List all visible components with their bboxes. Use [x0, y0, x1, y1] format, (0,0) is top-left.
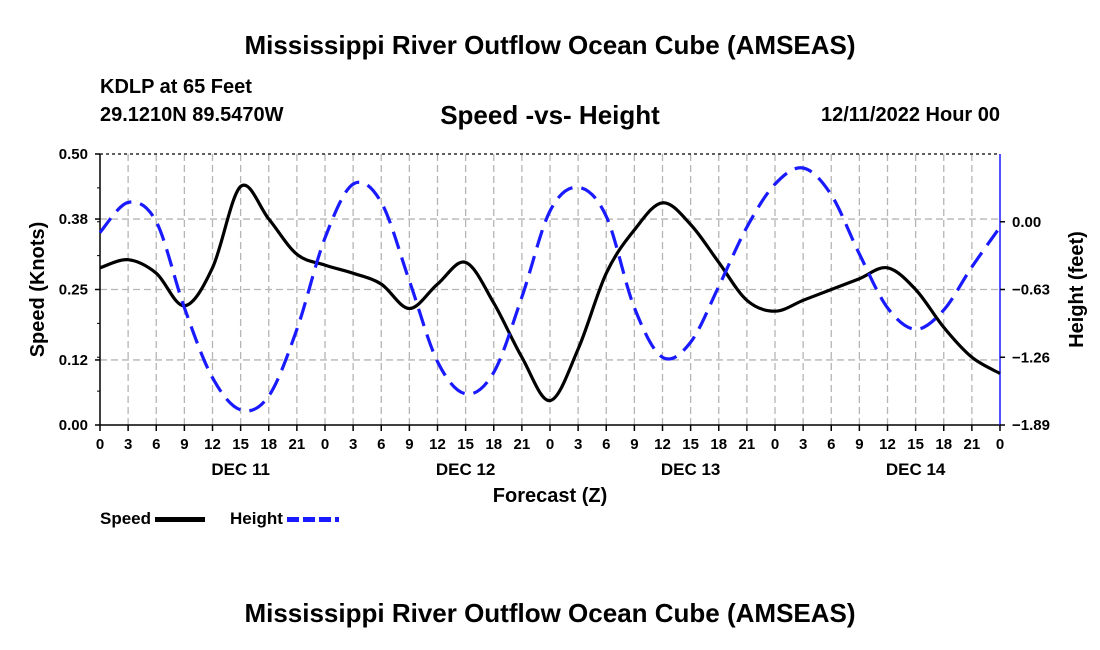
x-axis-tick-label: 15	[907, 436, 924, 453]
x-axis-tick-label: 12	[879, 436, 896, 453]
x-axis-tick-label: 21	[289, 436, 306, 453]
x-axis-day-label: DEC 13	[661, 460, 721, 479]
right-axis-tick-label: −0.63	[1012, 282, 1050, 299]
left-axis-tick-label: 0.25	[59, 282, 88, 299]
x-axis-tick-label: 15	[232, 436, 249, 453]
legend-speed-label: Speed	[100, 509, 152, 528]
legend-height-swatch	[286, 516, 339, 522]
x-axis-tick-label: 18	[710, 436, 727, 453]
x-axis-tick-label: 12	[654, 436, 671, 453]
station-label: KDLP at 65 Feet	[100, 76, 252, 98]
x-axis-tick-label: 0	[96, 436, 104, 453]
height-series-line	[98, 166, 1002, 413]
x-axis-day-label: DEC 14	[886, 460, 946, 479]
x-axis-tick-label: 3	[349, 436, 357, 453]
speed-series-line	[99, 183, 1001, 403]
legend-height: Height	[230, 509, 339, 529]
x-axis-tick-label: 9	[855, 436, 863, 453]
x-axis-tick-label: 12	[429, 436, 446, 453]
x-axis-day-label: DEC 12	[436, 460, 496, 479]
x-axis-tick-label: 18	[935, 436, 952, 453]
x-axis-tick-label: 3	[574, 436, 582, 453]
footer-title: Mississippi River Outflow Ocean Cube (AM…	[244, 598, 856, 628]
page-title: Mississippi River Outflow Ocean Cube (AM…	[244, 30, 856, 60]
x-axis-tick-label: 0	[996, 436, 1004, 453]
y-axis-title-right: Height (feet)	[1066, 231, 1088, 348]
coordinates-label: 29.1210N 89.5470W	[100, 104, 284, 126]
x-axis-tick-label: 6	[377, 436, 385, 453]
left-axis-tick-label: 0.12	[59, 352, 88, 369]
left-axis-tick-label: 0.50	[59, 146, 88, 163]
right-axis-tick-label: −1.89	[1012, 417, 1050, 434]
x-axis-tick-label: 12	[204, 436, 221, 453]
x-axis-tick-label: 9	[630, 436, 638, 453]
forecast-date: 12/11/2022 Hour 00	[820, 104, 1000, 126]
x-axis-tick-label: 0	[321, 436, 329, 453]
x-axis-tick-label: 6	[827, 436, 835, 453]
right-axis-tick-label: −1.26	[1012, 349, 1050, 366]
x-axis-tick-label: 6	[602, 436, 610, 453]
x-axis-tick-label: 0	[771, 436, 779, 453]
x-axis-tick-label: 21	[964, 436, 981, 453]
legend-height-label: Height	[230, 509, 283, 528]
right-axis-tick-label: 0.00	[1012, 214, 1041, 231]
x-axis-tick-label: 0	[546, 436, 554, 453]
x-axis-tick-label: 21	[514, 436, 531, 453]
x-axis-tick-label: 3	[124, 436, 132, 453]
x-axis-tick-label: 18	[260, 436, 277, 453]
left-axis-tick-label: 0.00	[59, 417, 88, 434]
x-axis-tick-label: 21	[739, 436, 756, 453]
x-axis-tick-label: 6	[152, 436, 160, 453]
x-axis-tick-label: 9	[405, 436, 413, 453]
x-axis-title: Forecast (Z)	[493, 485, 607, 507]
x-axis-tick-label: 15	[457, 436, 474, 453]
x-axis-day-label: DEC 11	[211, 460, 270, 479]
legend-speed-swatch	[155, 516, 206, 522]
x-axis-tick-label: 9	[180, 436, 188, 453]
x-axis-tick-label: 18	[485, 436, 502, 453]
left-axis-tick-label: 0.38	[59, 211, 88, 228]
legend-speed: Speed	[100, 509, 206, 529]
x-axis-tick-label: 3	[799, 436, 807, 453]
y-axis-title-left: Speed (Knots)	[27, 222, 49, 358]
chart-subtitle: Speed -vs- Height	[440, 100, 660, 130]
x-axis-tick-label: 15	[682, 436, 699, 453]
